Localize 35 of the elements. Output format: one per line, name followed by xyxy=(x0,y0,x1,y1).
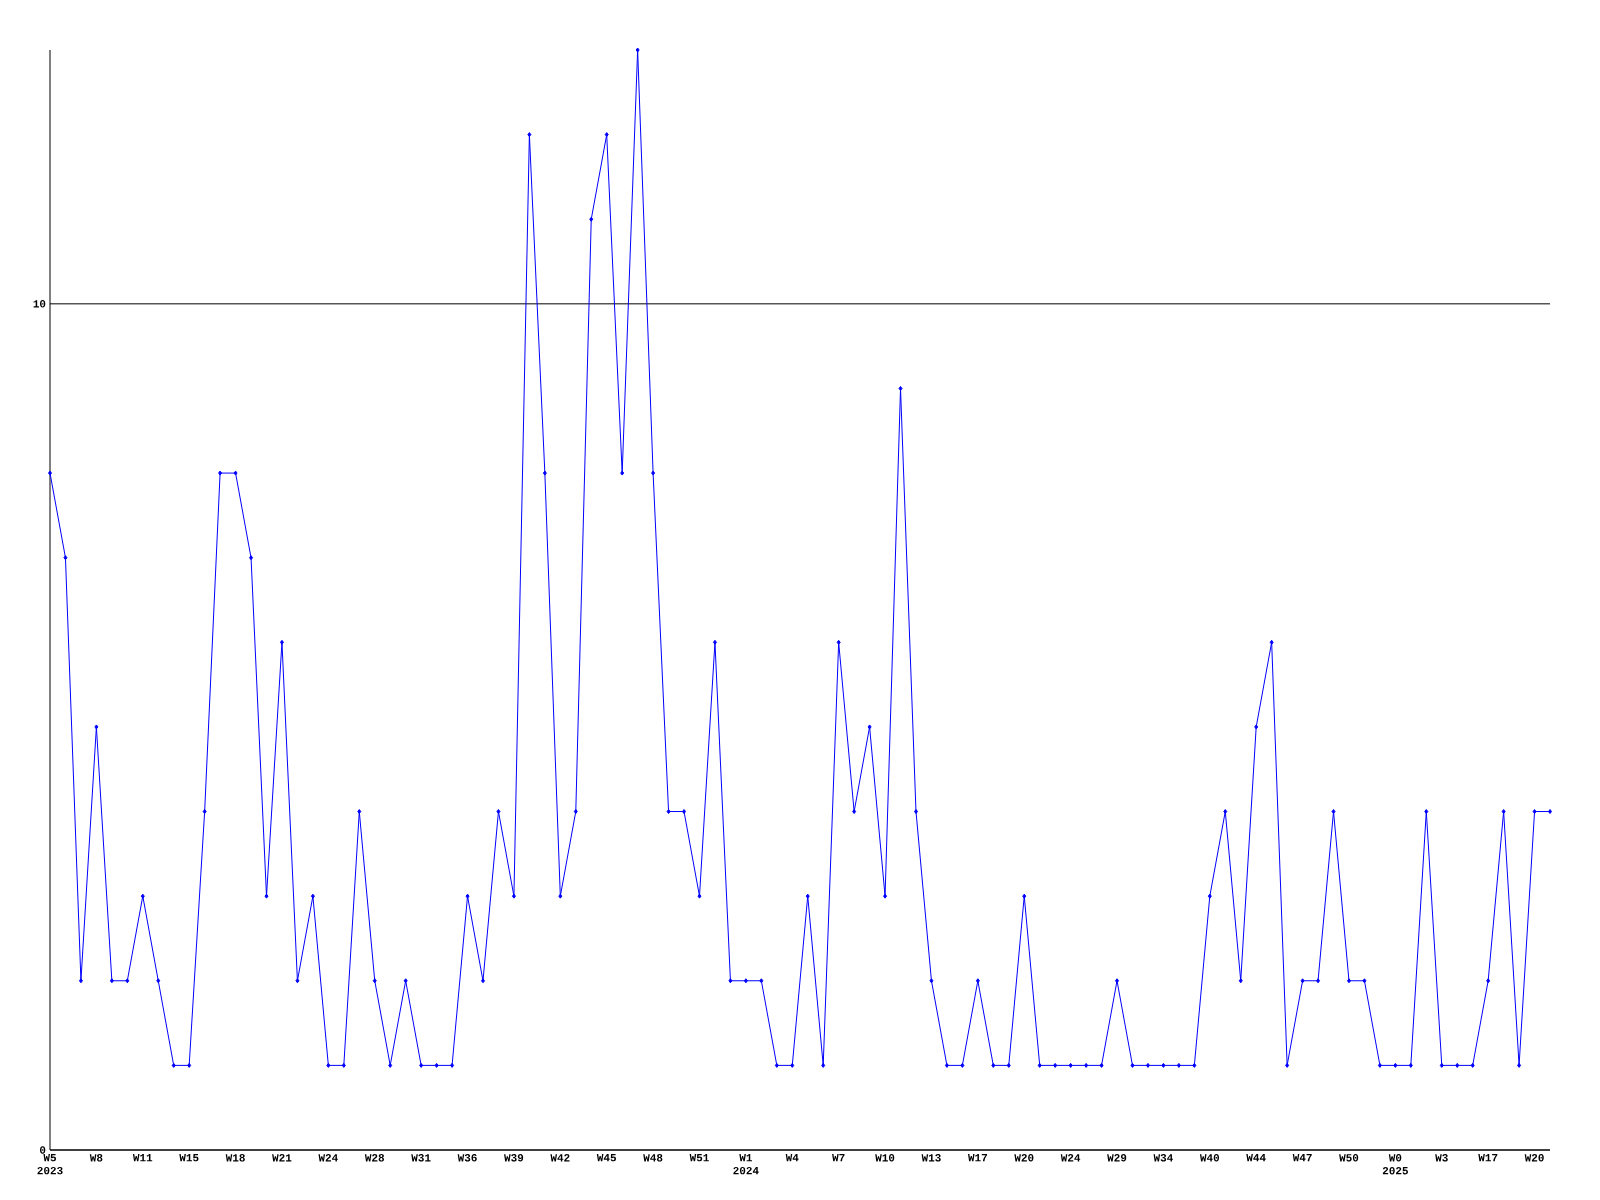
x-tick-label: W18 xyxy=(225,1154,245,1162)
x-tick-label: W42 xyxy=(550,1154,570,1162)
x-tick-label: W20 xyxy=(1014,1154,1034,1162)
x-tick-label: W11 xyxy=(132,1154,153,1162)
x-tick-label: W44 xyxy=(1246,1154,1266,1162)
x-tick-label: W24 xyxy=(1060,1154,1081,1162)
x-tick-label: W47 xyxy=(1292,1154,1312,1162)
x-tick-label: W1 2024 xyxy=(733,1154,759,1175)
x-tick-label: W48 xyxy=(643,1154,663,1162)
x-tick-label: W8 xyxy=(89,1154,103,1162)
x-tick-label: W39 xyxy=(504,1154,524,1162)
x-tick-label: W5 2023 xyxy=(37,1154,63,1175)
x-tick-label: W0 2025 xyxy=(1382,1154,1408,1175)
x-tick-label: W24 xyxy=(318,1154,338,1162)
x-tick-label: W17 xyxy=(967,1154,987,1162)
x-tick-label: W31 xyxy=(411,1154,431,1162)
x-tick-label: W21 xyxy=(272,1154,292,1162)
x-tick-label: W10 xyxy=(875,1154,895,1162)
x-tick-label: W34 xyxy=(1153,1154,1173,1162)
x-tick-label: W45 xyxy=(596,1154,616,1162)
x-tick-label: W17 xyxy=(1478,1154,1498,1162)
x-tick-label: W4 xyxy=(785,1154,799,1162)
y-tick-label: 10 xyxy=(33,300,46,308)
x-tick-label: W29 xyxy=(1107,1154,1127,1162)
x-tick-label: W36 xyxy=(457,1154,477,1162)
x-tick-label: W7 xyxy=(832,1154,845,1162)
x-tick-label: W3 xyxy=(1435,1154,1448,1162)
y-tick-label: 0 xyxy=(40,1146,46,1154)
x-tick-label: W15 xyxy=(179,1154,199,1162)
x-tick-label: W50 xyxy=(1339,1154,1359,1162)
x-tick-label: W13 xyxy=(921,1154,941,1162)
x-tick-label: W40 xyxy=(1199,1154,1220,1162)
x-tick-label: W20 xyxy=(1524,1154,1544,1162)
x-tick-label: W51 xyxy=(689,1154,709,1162)
x-tick-label: W28 xyxy=(364,1154,385,1162)
